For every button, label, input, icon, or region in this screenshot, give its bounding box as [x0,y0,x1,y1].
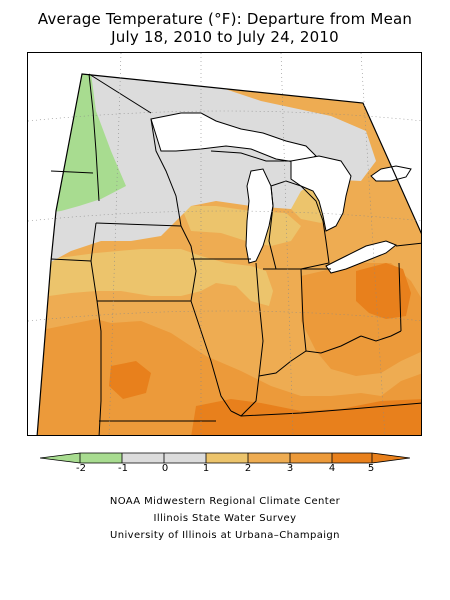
legend-band-4-to-5 [332,453,372,463]
legend-tick-label: -2 [76,463,86,474]
lake-erie [325,240,397,274]
legend-arrow-left [40,453,80,463]
band-3-to-4 [37,319,421,435]
band-1-to-2 [49,249,273,306]
lake-huron [290,155,352,232]
legend-band-1-to-2 [206,453,248,463]
legend-band-lt-minus1 [80,453,122,463]
color-legend [40,452,410,464]
legend-tick-label: 4 [328,463,336,474]
map-subtitle: July 18, 2010 to July 24, 2010 [111,28,339,46]
legend-tick-label: 3 [286,463,294,474]
legend-arrow-right [372,453,410,463]
legend-tick-label: 5 [367,463,375,474]
band-minus1-to-1 [49,74,376,263]
legend-tick-label: -1 [118,463,128,474]
shaded-region [37,74,421,435]
graticule [28,53,421,435]
band-gt-4 [356,263,411,319]
map-panel [27,52,422,436]
map-title: Average Temperature (°F): Departure from… [37,10,413,28]
legend-tick-label: 2 [244,463,252,474]
legend-tick-label: 0 [161,463,169,474]
credit-line: Illinois State Water Survey [153,513,297,524]
lake-ontario [370,165,412,182]
credit-line: NOAA Midwestern Regional Climate Center [109,496,341,507]
lake-superior [150,112,317,164]
legend-tick-label: 1 [202,463,210,474]
legend-tick-marks [79,453,373,463]
legend-band-2-to-3 [248,453,290,463]
band-gt-4-missouri [109,361,151,399]
credit-line: University of Illinois at Urbana–Champai… [110,530,340,541]
temperature-departure-map [28,53,421,435]
legend-band-3-to-4 [290,453,332,463]
state-boundaries [36,73,421,435]
